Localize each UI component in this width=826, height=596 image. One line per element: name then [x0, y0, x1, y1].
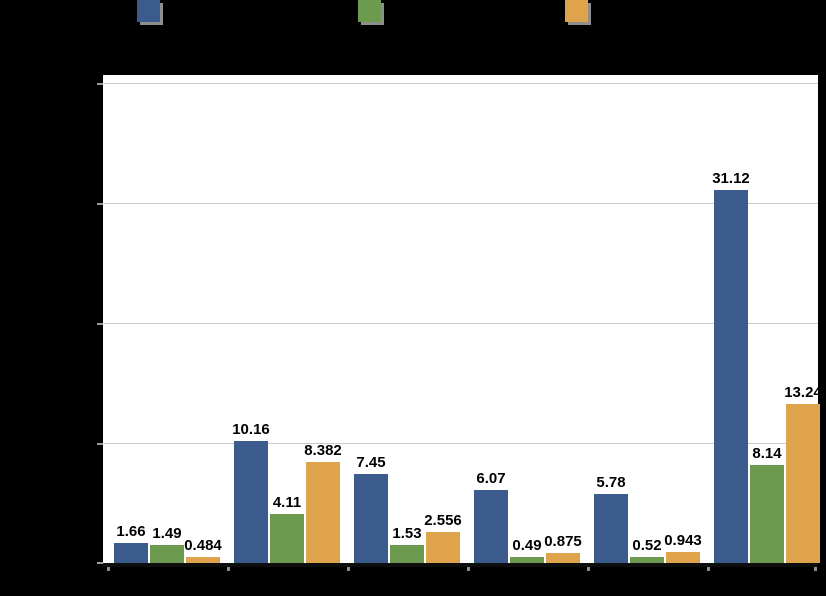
gridline-y-40 — [103, 83, 818, 84]
gridline-y-10 — [103, 443, 818, 444]
bar-value-label: 0.484 — [184, 537, 222, 554]
bar-value-label: 10.16 — [232, 421, 270, 438]
x-tick-mark-6 — [707, 567, 710, 571]
bar-value-label: 0.875 — [544, 533, 582, 550]
bar-value-label: 31.12 — [712, 170, 750, 187]
bar-group6-series1 — [714, 190, 748, 563]
bar-group5-series2 — [630, 557, 664, 563]
bar-group4-series2 — [510, 557, 544, 563]
chart-legend — [0, 0, 826, 30]
x-tick-mark-end — [814, 567, 817, 571]
bar-value-label: 7.45 — [356, 454, 386, 471]
x-tick-mark-3 — [347, 567, 350, 571]
x-tick-mark-1 — [107, 567, 110, 571]
bar-group6-series3 — [786, 404, 820, 563]
bar-group1-series1 — [114, 543, 148, 563]
y-tick-mark-30 — [97, 203, 103, 205]
gridline-y-30 — [103, 203, 818, 204]
legend-swatch-blue — [137, 0, 160, 22]
bar-value-label: 6.07 — [476, 470, 506, 487]
bar-group5-series3 — [666, 552, 700, 563]
bar-group5-series1 — [594, 494, 628, 563]
bar-value-label: 1.66 — [116, 523, 146, 540]
y-tick-label-30: 30 — [80, 195, 96, 211]
bar-group6-series2 — [750, 465, 784, 563]
legend-swatch-orange — [565, 0, 588, 22]
bar-group2-series3 — [306, 462, 340, 563]
bar-value-label: 8.14 — [752, 445, 782, 462]
bar-group1-series3 — [186, 557, 220, 563]
bar-group2-series1 — [234, 441, 268, 563]
y-tick-mark-20 — [97, 323, 103, 325]
bar-value-label: 8.382 — [304, 442, 342, 459]
bar-value-label: 1.49 — [152, 525, 182, 542]
bar-group1-series2 — [150, 545, 184, 563]
y-tick-mark-40 — [97, 83, 103, 85]
bar-group3-series1 — [354, 474, 388, 563]
y-tick-label-40: 40 — [80, 75, 96, 91]
bar-value-label: 5.78 — [596, 474, 626, 491]
bar-value-label: 0.52 — [632, 537, 662, 554]
legend-swatch-green — [358, 0, 381, 22]
y-tick-label-10: 10 — [80, 435, 96, 451]
y-tick-label-0: 0 — [88, 555, 96, 571]
x-tick-mark-2 — [227, 567, 230, 571]
bar-value-label: 13.24 — [784, 384, 822, 401]
x-tick-mark-4 — [467, 567, 470, 571]
bar-value-label: 1.53 — [392, 525, 422, 542]
gridline-y-20 — [103, 323, 818, 324]
bar-group4-series3 — [546, 553, 580, 563]
bar-value-label: 4.11 — [272, 494, 302, 511]
y-tick-label-20: 20 — [80, 315, 96, 331]
y-tick-mark-10 — [97, 443, 103, 445]
y-tick-mark-0 — [97, 562, 103, 564]
bar-group2-series2 — [270, 514, 304, 563]
plot-area: 1.66 1.49 0.484 10.16 4.11 8.382 7.45 1.53 2.556… — [103, 75, 822, 567]
bar-group3-series2 — [390, 545, 424, 563]
x-tick-mark-5 — [587, 567, 590, 571]
bar-group3-series3 — [426, 532, 460, 563]
bar-value-label: 0.49 — [512, 537, 542, 554]
bar-value-label: 2.556 — [424, 512, 462, 529]
bar-group4-series1 — [474, 490, 508, 563]
bar-value-label: 0.943 — [664, 532, 702, 549]
